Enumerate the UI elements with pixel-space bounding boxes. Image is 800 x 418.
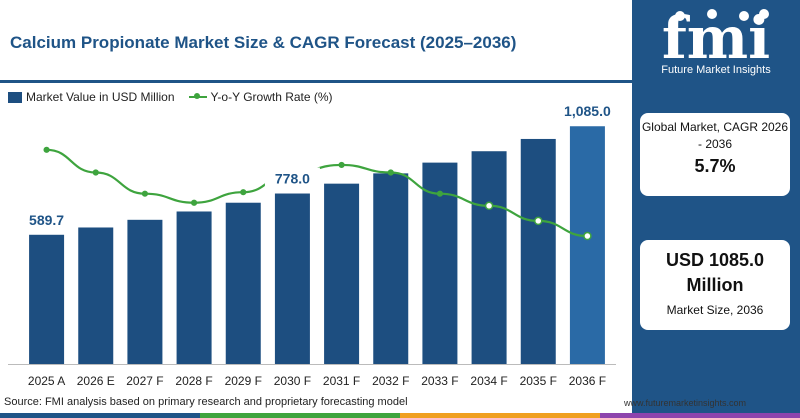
growth-point — [240, 189, 247, 196]
bar — [29, 234, 65, 364]
sidebar-panel — [632, 0, 800, 413]
x-tick-label: 2035 F — [520, 374, 557, 388]
growth-point — [338, 161, 345, 169]
data-label-box — [550, 100, 624, 122]
legend-bar-label: Market Value in USD Million — [26, 90, 175, 104]
bar — [520, 138, 556, 364]
strip-segment — [600, 413, 800, 418]
bar — [176, 211, 212, 364]
website-url: www.futuremarketinsights.com — [624, 398, 747, 408]
bar — [274, 193, 310, 364]
bar — [373, 173, 409, 364]
market-size-value: USD 1085.0 Million — [665, 250, 765, 295]
growth-point — [387, 169, 394, 176]
strip-segment — [0, 413, 200, 418]
growth-point — [141, 190, 149, 197]
cagr-label: Global Market, CAGR 2026 - 2036 — [641, 120, 789, 151]
chart-title: Calcium Propionate Market Size & CAGR Fo… — [10, 33, 517, 52]
bottom-color-strip — [0, 413, 800, 418]
x-tick-label: 2036 F — [569, 374, 606, 388]
logo-dot-icon — [707, 9, 717, 19]
fmi-logo: fmi — [662, 6, 770, 72]
growth-point — [534, 216, 543, 226]
legend-line-swatch — [188, 91, 207, 103]
bar — [569, 126, 605, 365]
legend-line-label: Y-o-Y Growth Rate (%) — [210, 90, 333, 104]
data-label: 1,085.0 — [564, 103, 611, 119]
x-tick-label: 2025 A — [28, 374, 65, 388]
source-note: Source: FMI analysis based on primary re… — [4, 396, 408, 408]
chart-legend: Market Value in USD Million Y-o-Y Growth… — [8, 90, 333, 104]
data-label-box — [264, 167, 320, 189]
cagr-card: Global Market, CAGR 2026 - 2036 5.7% — [640, 113, 790, 196]
x-tick-label: 2028 F — [175, 374, 212, 388]
bar — [471, 151, 507, 364]
bar — [225, 202, 261, 364]
title-underline — [0, 80, 632, 83]
cagr-value: 5.7% — [694, 156, 736, 176]
bar — [78, 227, 114, 364]
data-label-box — [19, 208, 75, 230]
growth-point — [190, 199, 198, 206]
legend-bar-swatch — [8, 91, 22, 103]
growth-point — [484, 201, 494, 211]
x-tick-label: 2033 F — [421, 374, 458, 388]
bar — [127, 219, 163, 364]
x-tick-label: 2034 F — [470, 374, 507, 388]
x-tick-label: 2031 F — [323, 374, 360, 388]
strip-segment — [200, 413, 400, 418]
market-size-label: Market Size, 2036 — [666, 303, 764, 317]
bar — [324, 183, 360, 364]
growth-point — [43, 146, 50, 153]
logo-dot-icon — [675, 11, 685, 21]
market-size-card: USD 1085.0 Million Market Size, 2036 — [640, 240, 790, 330]
x-tick-label: 2029 F — [225, 374, 262, 388]
bar-line-chart: 2025 A 2026 E 2027 F 2028 F 2029 F 2030 F 2031… — [8, 100, 624, 388]
strip-segment — [400, 413, 600, 418]
x-tick-label: 2032 F — [372, 374, 409, 388]
logo-subtitle: Future Market Insights — [661, 64, 771, 76]
x-tick-label: 2030 F — [274, 374, 311, 388]
x-tick-label: 2027 F — [126, 374, 163, 388]
growth-point — [583, 231, 592, 241]
growth-point — [92, 169, 99, 176]
logo-dot-icon — [759, 9, 769, 19]
x-tick-label: 2026 E — [77, 374, 115, 388]
data-label: 778.0 — [275, 171, 310, 187]
logo-dot-icon — [739, 11, 749, 21]
data-label: 589.7 — [29, 212, 64, 228]
growth-point — [436, 190, 444, 197]
